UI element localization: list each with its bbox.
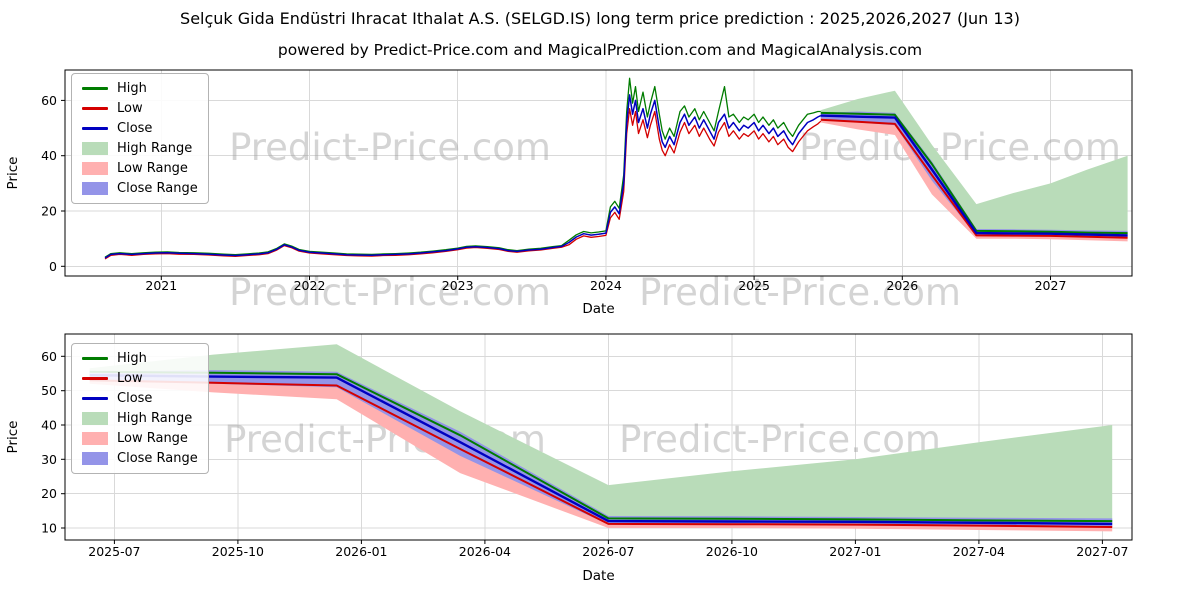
y-tick-label: 60 <box>41 93 57 108</box>
y-tick-label: 40 <box>41 418 57 433</box>
legend-item-close-range: Close Range <box>82 181 198 196</box>
low-line-forecast <box>89 379 1113 528</box>
legend-item-high: High <box>82 81 198 96</box>
y-axis-label: Price <box>5 421 21 454</box>
page-title: Selçuk Gida Endüstri Ihracat Ithalat A.S… <box>180 9 1020 28</box>
legend-line-swatch <box>82 357 108 360</box>
legend-line-swatch <box>82 377 108 380</box>
watermark: Predict-Price.com <box>229 271 551 314</box>
x-tick-label: 2027 <box>1035 278 1067 293</box>
legend-label: Low Range <box>117 161 188 176</box>
x-tick-label: 2023 <box>442 278 474 293</box>
legend-band-swatch <box>82 162 108 175</box>
legend-item-high-range: High Range <box>82 141 198 156</box>
legend-band-swatch <box>82 142 108 155</box>
legend-label: Low <box>117 101 143 116</box>
legend-line-swatch <box>82 107 108 110</box>
low-line-forecast <box>820 118 1128 239</box>
x-tick-label: 2022 <box>294 278 326 293</box>
high-line-forecast <box>89 370 1113 523</box>
x-tick-label: 2021 <box>145 278 177 293</box>
y-tick-label: 50 <box>41 383 57 398</box>
main-chart-legend: High Low Close High Range Low Range Close Ran… <box>71 73 209 204</box>
legend-label: Close <box>117 391 153 406</box>
legend-item-close-range: Close Range <box>82 451 198 466</box>
legend-item-high-range: High Range <box>82 411 198 426</box>
x-axis-label: Date <box>582 568 614 584</box>
high-line-forecast <box>820 111 1128 235</box>
legend-band-swatch <box>82 412 108 425</box>
legend-item-low-range: Low Range <box>82 161 198 176</box>
legend-line-swatch <box>82 87 108 90</box>
y-tick-label: 20 <box>41 204 57 219</box>
y-tick-label: 10 <box>41 521 57 536</box>
x-axis-label: Date <box>582 301 614 317</box>
legend-label: Low <box>117 371 143 386</box>
x-tick-label: 2026-07 <box>582 544 634 559</box>
watermark: Predict-Price.com <box>619 418 941 461</box>
legend-label: High <box>117 351 147 366</box>
close-line-history <box>104 94 822 259</box>
legend-line-swatch <box>82 127 108 130</box>
y-tick-label: 40 <box>41 148 57 163</box>
y-tick-label: 20 <box>41 486 57 501</box>
x-tick-label: 2025 <box>738 278 770 293</box>
plot-border <box>64 69 1133 277</box>
legend-item-close: Close <box>82 391 198 406</box>
close-line-forecast <box>820 114 1128 237</box>
x-tick-label: 2025-07 <box>88 544 140 559</box>
legend-line-swatch <box>82 397 108 400</box>
page-subtitle: powered by Predict-Price.com and Magical… <box>277 41 923 59</box>
x-tick-label: 2024 <box>590 278 622 293</box>
watermark: Predict-Price.com <box>639 271 961 314</box>
x-tick-label: 2027-04 <box>953 544 1005 559</box>
x-tick-label: 2026-01 <box>335 544 387 559</box>
legend-item-low-range: Low Range <box>82 431 198 446</box>
legend-label: High Range <box>117 141 193 156</box>
legend-band-swatch <box>82 182 108 195</box>
low-range-band <box>820 114 1128 242</box>
high-line-history <box>104 77 821 258</box>
y-tick-label: 30 <box>41 452 57 467</box>
watermark: Predict-Price.com <box>229 126 551 169</box>
y-tick-label: 0 <box>49 259 57 274</box>
plot-border <box>64 333 1133 541</box>
legend-label: Close <box>117 121 153 136</box>
x-tick-label: 2026 <box>886 278 918 293</box>
watermark: Predict-Price.com <box>799 126 1121 169</box>
legend-item-high: High <box>82 351 198 366</box>
legend-band-swatch <box>82 432 108 445</box>
legend-band-swatch <box>82 452 108 465</box>
x-tick-label: 2026-10 <box>706 544 758 559</box>
x-tick-label: 2027-01 <box>829 544 881 559</box>
legend-label: Close Range <box>117 181 198 196</box>
close-line-forecast <box>89 374 1113 526</box>
legend-item-low: Low <box>82 371 198 386</box>
x-tick-label: 2025-10 <box>212 544 264 559</box>
legend-item-close: Close <box>82 121 198 136</box>
legend-label: High <box>117 81 147 96</box>
legend-label: Close Range <box>117 451 198 466</box>
x-tick-label: 2026-04 <box>459 544 511 559</box>
main-price-chart: Predict-Price.com Predict-Price.com Predic… <box>5 69 1133 317</box>
forecast-chart-legend: High Low Close High Range Low Range Close Ran… <box>71 343 209 474</box>
legend-label: Low Range <box>117 431 188 446</box>
legend-item-low: Low <box>82 101 198 116</box>
legend-label: High Range <box>117 411 193 426</box>
y-axis-label: Price <box>5 157 21 190</box>
x-tick-label: 2027-07 <box>1076 544 1128 559</box>
y-tick-label: 60 <box>41 349 57 364</box>
